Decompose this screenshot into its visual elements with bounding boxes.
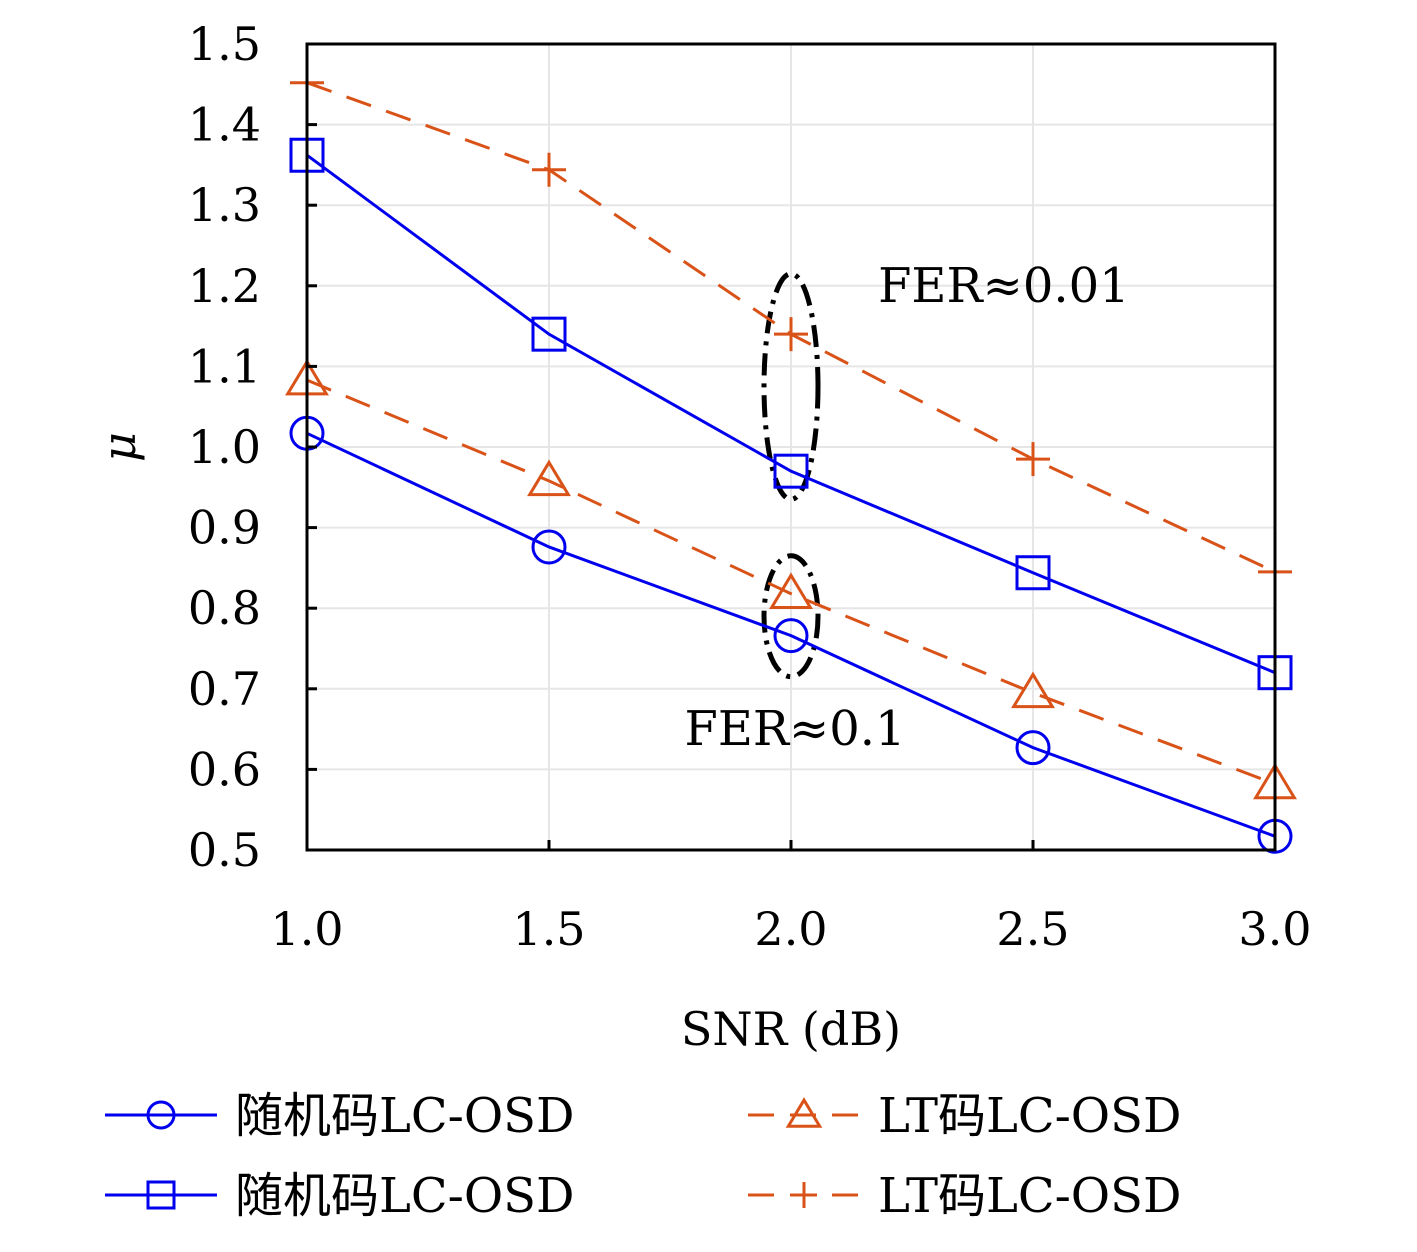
- legend-item: 随机码LC-OSD: [105, 1168, 575, 1224]
- y-tick-label: 1.3: [188, 178, 261, 232]
- x-tick-label: 3.0: [1238, 902, 1311, 956]
- series-line: [306, 431, 1276, 838]
- data-point: [531, 316, 567, 352]
- data-point: [146, 1180, 176, 1210]
- data-point: [531, 529, 567, 565]
- y-tick-label: 1.2: [188, 259, 261, 313]
- data-point: [1011, 671, 1055, 709]
- y-axis-label: μ: [92, 432, 146, 462]
- data-point: [1016, 442, 1050, 477]
- data-point: [774, 317, 808, 352]
- legend-label: 随机码LC-OSD: [235, 1168, 575, 1224]
- y-tick-label: 0.6: [188, 742, 261, 796]
- fer-01-ellipse: [761, 553, 821, 680]
- series-1: [289, 415, 1293, 854]
- annotation-label: FER≈0.1: [685, 701, 906, 757]
- data-point: [532, 152, 566, 187]
- data-point: [773, 453, 809, 489]
- x-axis-label: SNR (dB): [681, 1002, 901, 1056]
- data-point: [1015, 555, 1051, 591]
- fer-ellipses: [761, 271, 821, 680]
- legend-item: LT码LC-OSD: [748, 1168, 1182, 1224]
- legend-item: LT码LC-OSD: [748, 1088, 1182, 1144]
- x-tick-label: 2.0: [754, 902, 827, 956]
- series-line: [306, 378, 1276, 786]
- y-tick-label: 1.4: [188, 98, 261, 152]
- data-point: [146, 1100, 176, 1130]
- data-point: [527, 459, 571, 497]
- x-tick-label: 2.5: [996, 902, 1069, 956]
- fer-001-ellipse: [761, 271, 821, 502]
- data-point: [785, 1097, 823, 1128]
- ticks: 1.0 1.5 2.0 2.5 3.0 0.5 0.6 0.7 0.8 0.9 1.0 1.1 1.2 1…: [188, 17, 1312, 956]
- data-point: [769, 572, 813, 609]
- legend-label: 随机码LC-OSD: [235, 1088, 575, 1144]
- legend-label: LT码LC-OSD: [878, 1168, 1182, 1224]
- x-tick-label: 1.0: [270, 902, 343, 956]
- data-point: [773, 618, 809, 654]
- x-tick-label: 1.5: [512, 902, 585, 956]
- annotation-label: FER≈0.01: [878, 258, 1130, 314]
- y-tick-label: 0.9: [188, 501, 261, 555]
- y-tick-label: 0.8: [188, 581, 261, 635]
- series-line: [306, 154, 1276, 675]
- data-point: [1015, 730, 1051, 766]
- legend-label: LT码LC-OSD: [878, 1088, 1182, 1144]
- legend: 随机码LC-OSD 随机码LC-OSD LT码LC-OSD LT码LC-OSD: [105, 1088, 1182, 1224]
- y-tick-label: 0.5: [188, 823, 261, 877]
- y-tick-label: 1.1: [188, 339, 261, 393]
- legend-item: 随机码LC-OSD: [105, 1088, 575, 1144]
- data-point: [791, 1182, 817, 1208]
- y-tick-label: 0.7: [188, 662, 261, 716]
- annotations: FER≈0.01 FER≈0.1: [685, 258, 1130, 757]
- series: [285, 65, 1297, 854]
- y-tick-label: 1.0: [188, 420, 261, 474]
- y-tick-label: 1.5: [188, 17, 261, 71]
